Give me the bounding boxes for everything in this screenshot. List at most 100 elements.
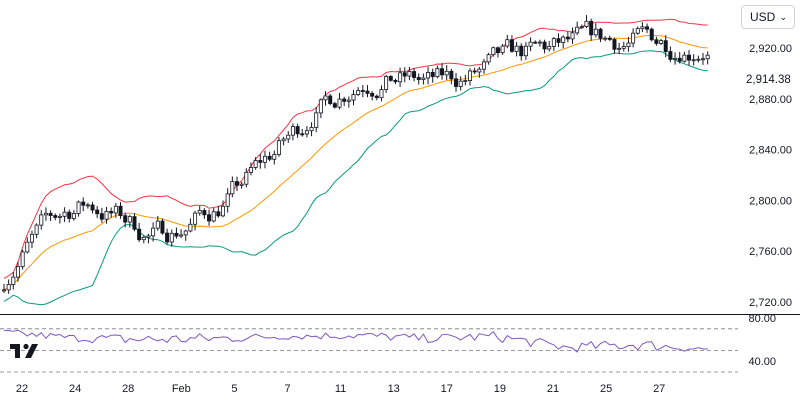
candle-body[interactable]	[379, 89, 384, 99]
candle-body[interactable]	[62, 211, 67, 217]
candle-body[interactable]	[300, 133, 305, 136]
candle-body[interactable]	[309, 127, 314, 132]
candle-body[interactable]	[53, 215, 58, 218]
candle-body[interactable]	[216, 211, 221, 217]
candle-body[interactable]	[202, 210, 207, 216]
candle-body[interactable]	[598, 28, 603, 39]
candle-body[interactable]	[48, 212, 53, 216]
candle-body[interactable]	[360, 90, 365, 92]
candle-body[interactable]	[207, 214, 212, 222]
candle-body[interactable]	[393, 79, 398, 83]
candle-body[interactable]	[579, 26, 584, 28]
candle-body[interactable]	[165, 232, 170, 243]
candle-body[interactable]	[118, 205, 123, 217]
candle-body[interactable]	[244, 171, 249, 185]
candle-body[interactable]	[290, 126, 295, 136]
candle-body[interactable]	[365, 90, 370, 94]
candle-body[interactable]	[444, 70, 449, 76]
candle-body[interactable]	[258, 160, 263, 163]
candle-body[interactable]	[440, 68, 445, 76]
candle-body[interactable]	[281, 138, 286, 142]
candle-body[interactable]	[276, 140, 281, 155]
candle-body[interactable]	[99, 213, 104, 220]
candle-body[interactable]	[458, 80, 463, 87]
candle-body[interactable]	[225, 193, 230, 207]
candle-body[interactable]	[337, 98, 342, 108]
candle-body[interactable]	[85, 204, 90, 207]
candle-body[interactable]	[463, 80, 468, 82]
candle-body[interactable]	[267, 155, 272, 160]
candle-body[interactable]	[113, 205, 118, 214]
candle-body[interactable]	[34, 224, 39, 235]
candle-body[interactable]	[2, 289, 7, 292]
candle-body[interactable]	[351, 94, 356, 101]
candle-body[interactable]	[179, 234, 184, 237]
candle-body[interactable]	[673, 57, 678, 60]
candle-body[interactable]	[328, 95, 333, 104]
candle-body[interactable]	[332, 103, 337, 108]
candle-body[interactable]	[528, 41, 533, 47]
candle-body[interactable]	[514, 45, 519, 52]
candle-body[interactable]	[533, 41, 538, 44]
candle-body[interactable]	[491, 47, 496, 56]
candle-body[interactable]	[645, 26, 650, 30]
candle-body[interactable]	[71, 213, 76, 219]
candle-body[interactable]	[29, 233, 34, 243]
candle-body[interactable]	[146, 235, 151, 238]
candle-body[interactable]	[575, 26, 580, 34]
candle-body[interactable]	[370, 92, 375, 97]
candle-body[interactable]	[454, 78, 459, 87]
currency-selector[interactable]: USD ⌄	[741, 5, 795, 29]
candle-body[interactable]	[701, 58, 706, 61]
candle-body[interactable]	[551, 38, 556, 47]
candle-body[interactable]	[523, 45, 528, 57]
candle-body[interactable]	[318, 99, 323, 114]
candle-body[interactable]	[76, 201, 81, 214]
candle-body[interactable]	[649, 28, 654, 41]
candle-body[interactable]	[151, 227, 156, 237]
candle-body[interactable]	[430, 71, 435, 78]
candle-body[interactable]	[67, 211, 72, 219]
candle-body[interactable]	[109, 210, 114, 214]
candle-body[interactable]	[416, 77, 421, 80]
candle-body[interactable]	[234, 181, 239, 186]
candle-body[interactable]	[663, 40, 668, 52]
candle-body[interactable]	[174, 232, 179, 237]
candle-body[interactable]	[253, 160, 258, 168]
candle-body[interactable]	[221, 205, 226, 217]
candle-body[interactable]	[426, 71, 431, 79]
candle-body[interactable]	[342, 98, 347, 102]
candle-body[interactable]	[188, 223, 193, 232]
candle-body[interactable]	[25, 241, 30, 253]
candle-body[interactable]	[286, 134, 291, 140]
candle-body[interactable]	[542, 41, 547, 50]
candle-body[interactable]	[495, 47, 500, 54]
candle-body[interactable]	[11, 276, 16, 285]
candle-body[interactable]	[169, 232, 174, 243]
candle-body[interactable]	[81, 201, 86, 206]
candle-body[interactable]	[617, 47, 622, 50]
candle-body[interactable]	[20, 251, 25, 267]
candle-body[interactable]	[15, 266, 20, 278]
candle-body[interactable]	[239, 183, 244, 186]
candle-body[interactable]	[677, 57, 682, 62]
candle-body[interactable]	[346, 99, 351, 102]
candle-body[interactable]	[635, 28, 640, 34]
candle-body[interactable]	[43, 212, 48, 216]
candle-body[interactable]	[472, 70, 477, 73]
candle-body[interactable]	[183, 230, 188, 236]
candle-body[interactable]	[304, 130, 309, 135]
candle-body[interactable]	[682, 54, 687, 62]
candle-body[interactable]	[449, 70, 454, 80]
candle-body[interactable]	[262, 155, 267, 163]
candle-body[interactable]	[486, 54, 491, 63]
candle-body[interactable]	[668, 51, 673, 60]
candle-body[interactable]	[132, 216, 137, 230]
candle-body[interactable]	[691, 59, 696, 62]
candle-body[interactable]	[659, 40, 664, 44]
candle-body[interactable]	[467, 70, 472, 81]
candle-body[interactable]	[160, 220, 165, 234]
candle-body[interactable]	[384, 76, 389, 90]
candle-body[interactable]	[211, 211, 216, 222]
candle-body[interactable]	[402, 72, 407, 77]
